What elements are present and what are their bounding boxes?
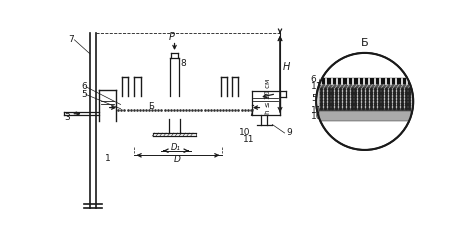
Text: 5: 5 (311, 94, 316, 103)
Text: 11: 11 (311, 82, 323, 91)
Bar (116, 106, 253, 107)
Text: Б: Б (148, 102, 153, 111)
Bar (319, 84, 411, 88)
Bar (116, 111, 253, 119)
Bar (116, 107, 253, 110)
Text: 10: 10 (239, 128, 251, 137)
Text: D: D (174, 155, 181, 165)
Text: 11: 11 (243, 136, 255, 144)
Text: 6: 6 (311, 75, 316, 83)
Bar (319, 111, 411, 121)
Text: P: P (168, 32, 174, 42)
Text: Б: Б (361, 38, 369, 48)
Text: 6: 6 (81, 82, 87, 91)
Bar (319, 109, 411, 111)
Bar (116, 96, 253, 104)
Bar (105, 141, 265, 147)
Text: 7: 7 (68, 35, 74, 44)
Bar (116, 104, 253, 106)
Text: 8: 8 (180, 59, 186, 68)
Text: 11: 11 (311, 106, 323, 115)
Text: h ≤ 10 см: h ≤ 10 см (266, 78, 271, 114)
Bar (319, 88, 411, 109)
Text: H: H (282, 62, 290, 72)
Text: 3: 3 (65, 113, 70, 122)
Text: D₁: D₁ (171, 143, 181, 152)
Text: 5: 5 (81, 90, 87, 99)
Circle shape (316, 53, 413, 150)
Bar (319, 78, 411, 84)
Bar (148, 104, 155, 109)
Text: 9: 9 (286, 129, 292, 137)
Text: 1: 1 (105, 154, 111, 163)
Bar (116, 110, 253, 111)
Text: 10: 10 (311, 112, 323, 121)
